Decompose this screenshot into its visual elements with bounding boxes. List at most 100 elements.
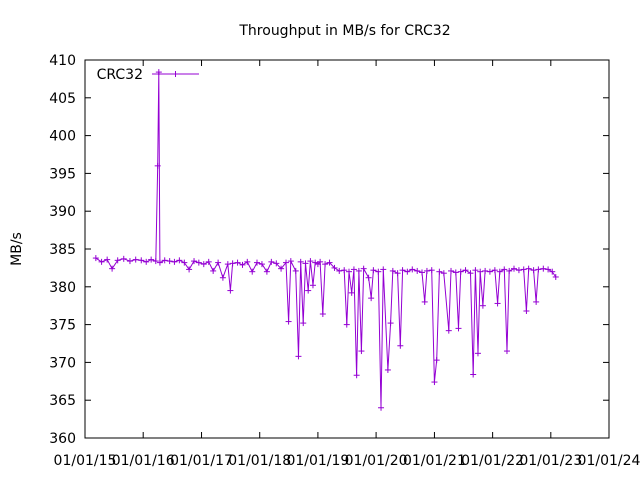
data-point — [215, 259, 222, 266]
data-point — [227, 287, 234, 294]
data-point — [525, 265, 532, 272]
data-point — [486, 268, 493, 275]
x-tick-label: 01/01/16 — [112, 453, 175, 469]
y-tick-label: 390 — [49, 204, 76, 220]
data-point — [380, 266, 387, 273]
data-point — [506, 267, 513, 274]
y-tick-label: 380 — [49, 280, 76, 296]
data-point — [360, 265, 367, 272]
data-point — [368, 295, 375, 302]
data-point — [467, 270, 474, 277]
data-point — [205, 258, 212, 265]
data-point — [254, 259, 261, 266]
data-point — [394, 270, 401, 277]
data-point — [268, 258, 275, 265]
data-point — [358, 348, 365, 355]
y-tick-label: 375 — [49, 318, 76, 334]
data-point — [210, 267, 217, 274]
x-tick-label: 01/01/20 — [345, 453, 408, 469]
data-point — [92, 255, 99, 262]
data-point — [186, 266, 193, 273]
plot-frame — [84, 59, 610, 439]
y-tick-label: 405 — [49, 91, 76, 107]
data-point — [317, 258, 324, 265]
y-tick-label: 410 — [49, 53, 76, 69]
x-tick-label: 01/01/22 — [461, 453, 524, 469]
y-tick-label: 395 — [49, 166, 76, 182]
data-point — [552, 273, 559, 280]
data-point — [433, 357, 440, 364]
data-point — [326, 259, 333, 266]
data-point — [285, 318, 292, 325]
data-point — [126, 258, 133, 265]
data-point — [503, 348, 510, 355]
data-point — [319, 311, 326, 318]
series-line-crc32 — [95, 72, 557, 408]
data-point — [278, 265, 285, 272]
data-point — [431, 379, 438, 386]
data-point — [307, 258, 314, 265]
y-tick-label: 385 — [49, 242, 76, 258]
data-point — [501, 266, 508, 273]
data-point — [120, 255, 127, 262]
data-point — [477, 268, 484, 275]
data-point — [161, 257, 168, 264]
data-point — [249, 268, 256, 275]
data-point — [273, 260, 280, 267]
data-point — [292, 267, 299, 274]
data-point — [322, 261, 329, 268]
data-point — [474, 350, 481, 357]
data-point — [109, 265, 116, 272]
data-point — [138, 257, 145, 264]
data-point — [455, 325, 462, 332]
data-point — [365, 274, 372, 281]
data-point — [176, 257, 183, 264]
data-point — [370, 267, 377, 274]
data-point — [423, 267, 430, 274]
data-point — [171, 258, 178, 265]
data-point — [414, 267, 421, 274]
data-point — [452, 269, 459, 276]
y-tick-label: 360 — [49, 431, 76, 447]
x-axis: 01/01/1501/01/1601/01/1701/01/1801/01/19… — [54, 60, 640, 469]
data-point — [287, 258, 294, 265]
data-point — [549, 268, 556, 275]
data-point — [283, 259, 290, 266]
data-point — [540, 265, 547, 272]
data-point — [244, 258, 251, 265]
data-point — [350, 266, 357, 273]
data-point — [409, 266, 416, 273]
data-point — [295, 353, 302, 360]
data-point — [428, 267, 435, 274]
data-point — [496, 268, 503, 275]
data-point — [305, 287, 312, 294]
data-point — [148, 256, 155, 263]
data-point — [448, 267, 455, 274]
data-point — [545, 266, 552, 273]
data-point — [341, 267, 348, 274]
data-point — [336, 267, 343, 274]
data-point — [530, 267, 537, 274]
data-point — [195, 259, 202, 266]
data-point — [297, 258, 304, 265]
data-point — [302, 260, 309, 267]
data-point — [234, 259, 241, 266]
data-point — [533, 298, 540, 305]
y-tick-label: 400 — [49, 129, 76, 145]
data-point — [510, 265, 517, 272]
data-point — [399, 267, 406, 274]
data-point — [300, 320, 307, 327]
data-point — [219, 274, 226, 281]
data-point — [375, 268, 382, 275]
data-point — [462, 267, 469, 274]
series-crc32 — [92, 69, 559, 411]
data-point — [312, 259, 319, 266]
x-tick-label: 01/01/21 — [403, 453, 466, 469]
x-tick-label: 01/01/17 — [170, 453, 233, 469]
data-point — [389, 267, 396, 274]
data-point — [309, 282, 316, 289]
data-point — [98, 258, 105, 265]
data-point — [440, 270, 447, 277]
data-point — [258, 261, 265, 268]
